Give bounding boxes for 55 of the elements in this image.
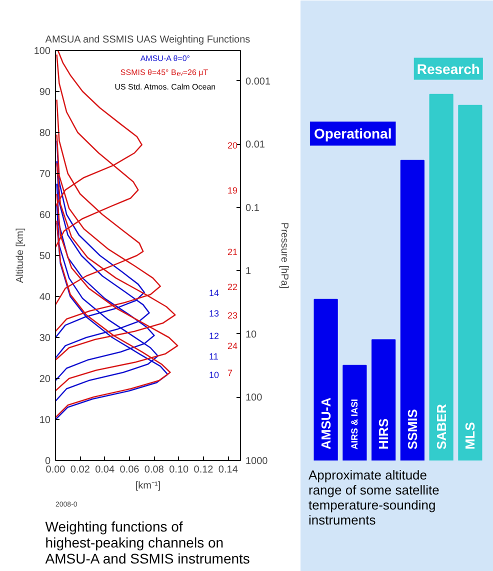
y2-tick-label: 0.01	[246, 140, 266, 151]
text: 24	[228, 341, 238, 352]
text: Research	[416, 60, 480, 77]
annotation: SSMIS θ=45° Bₗₑᵥ=26 μT	[120, 68, 208, 78]
x-tick-label: 0.02	[70, 464, 90, 476]
y-tick-label: 30	[39, 333, 51, 344]
annotation: US Std. Atmos. Calm Ocean	[114, 82, 216, 92]
y2-tick-label: 10	[246, 329, 258, 340]
y-tick-label: 70	[39, 169, 51, 180]
text: 13	[209, 308, 220, 318]
x-tick-label: 0.10	[169, 464, 190, 476]
y-tick-label: 0	[44, 456, 51, 467]
x-tick-label: 0.14	[218, 464, 238, 476]
y2-tick-label: 1	[246, 266, 252, 278]
text: 11	[209, 351, 218, 362]
y2-tick-label: 100	[246, 392, 263, 404]
x-tick-label: AIRS & IASI	[350, 399, 360, 450]
x-tick-label: SABER	[434, 403, 449, 450]
x-tick-label: 0.04	[95, 464, 116, 476]
y2-axis-title: Pressure [hPa]	[278, 222, 290, 289]
y-tick-label: 20	[39, 374, 51, 385]
x-tick-label: MLS	[462, 422, 478, 450]
x-tick-label: 0.00	[46, 464, 66, 476]
x-tick-label: HIRS	[376, 418, 392, 450]
y-tick-label: 90	[39, 87, 51, 98]
text: 7	[228, 368, 233, 378]
text: 19	[228, 185, 238, 196]
y-tick-label: 50	[39, 251, 51, 262]
y2-tick-label: 1000	[246, 456, 268, 467]
y-tick-label: 10	[39, 415, 51, 426]
text: 22	[228, 282, 238, 292]
y-tick-label: 100	[34, 46, 51, 57]
text: 20	[228, 140, 238, 150]
x-axis-title: [km⁻¹]	[135, 480, 161, 492]
text: 12	[209, 330, 220, 341]
text: Approximate altitude range of some satellite temperature-sounding instruments	[308, 468, 440, 528]
y-axis-title: Altitude [km]	[14, 228, 26, 284]
chart-title: AMSUA and SSMIS UAS Weighting Functions	[45, 34, 250, 46]
y-tick-label: 60	[39, 210, 51, 221]
y2-tick-label: 0.001	[246, 76, 271, 88]
x-tick-label: 0.12	[194, 464, 214, 476]
x-tick-label: 0.06	[120, 464, 140, 476]
annotation: Operational	[314, 126, 392, 142]
y-tick-label: 80	[39, 128, 51, 139]
y-tick-label: 40	[39, 292, 51, 303]
y2-tick-label: 0.1	[246, 202, 260, 214]
x-tick-label: 0.08	[144, 464, 164, 476]
x-tick-label: AMSU-A	[318, 396, 334, 450]
text: 23	[228, 310, 238, 320]
text: 21	[228, 246, 238, 257]
text: 14	[209, 288, 220, 298]
annotation: AMSU-A θ=0°	[140, 54, 190, 63]
text: 10	[209, 370, 220, 380]
x-tick-label: SSMIS	[404, 408, 420, 450]
text: Weighting functions of highest-peaking channels on AMSU-A and SSMIS instruments	[45, 518, 250, 566]
